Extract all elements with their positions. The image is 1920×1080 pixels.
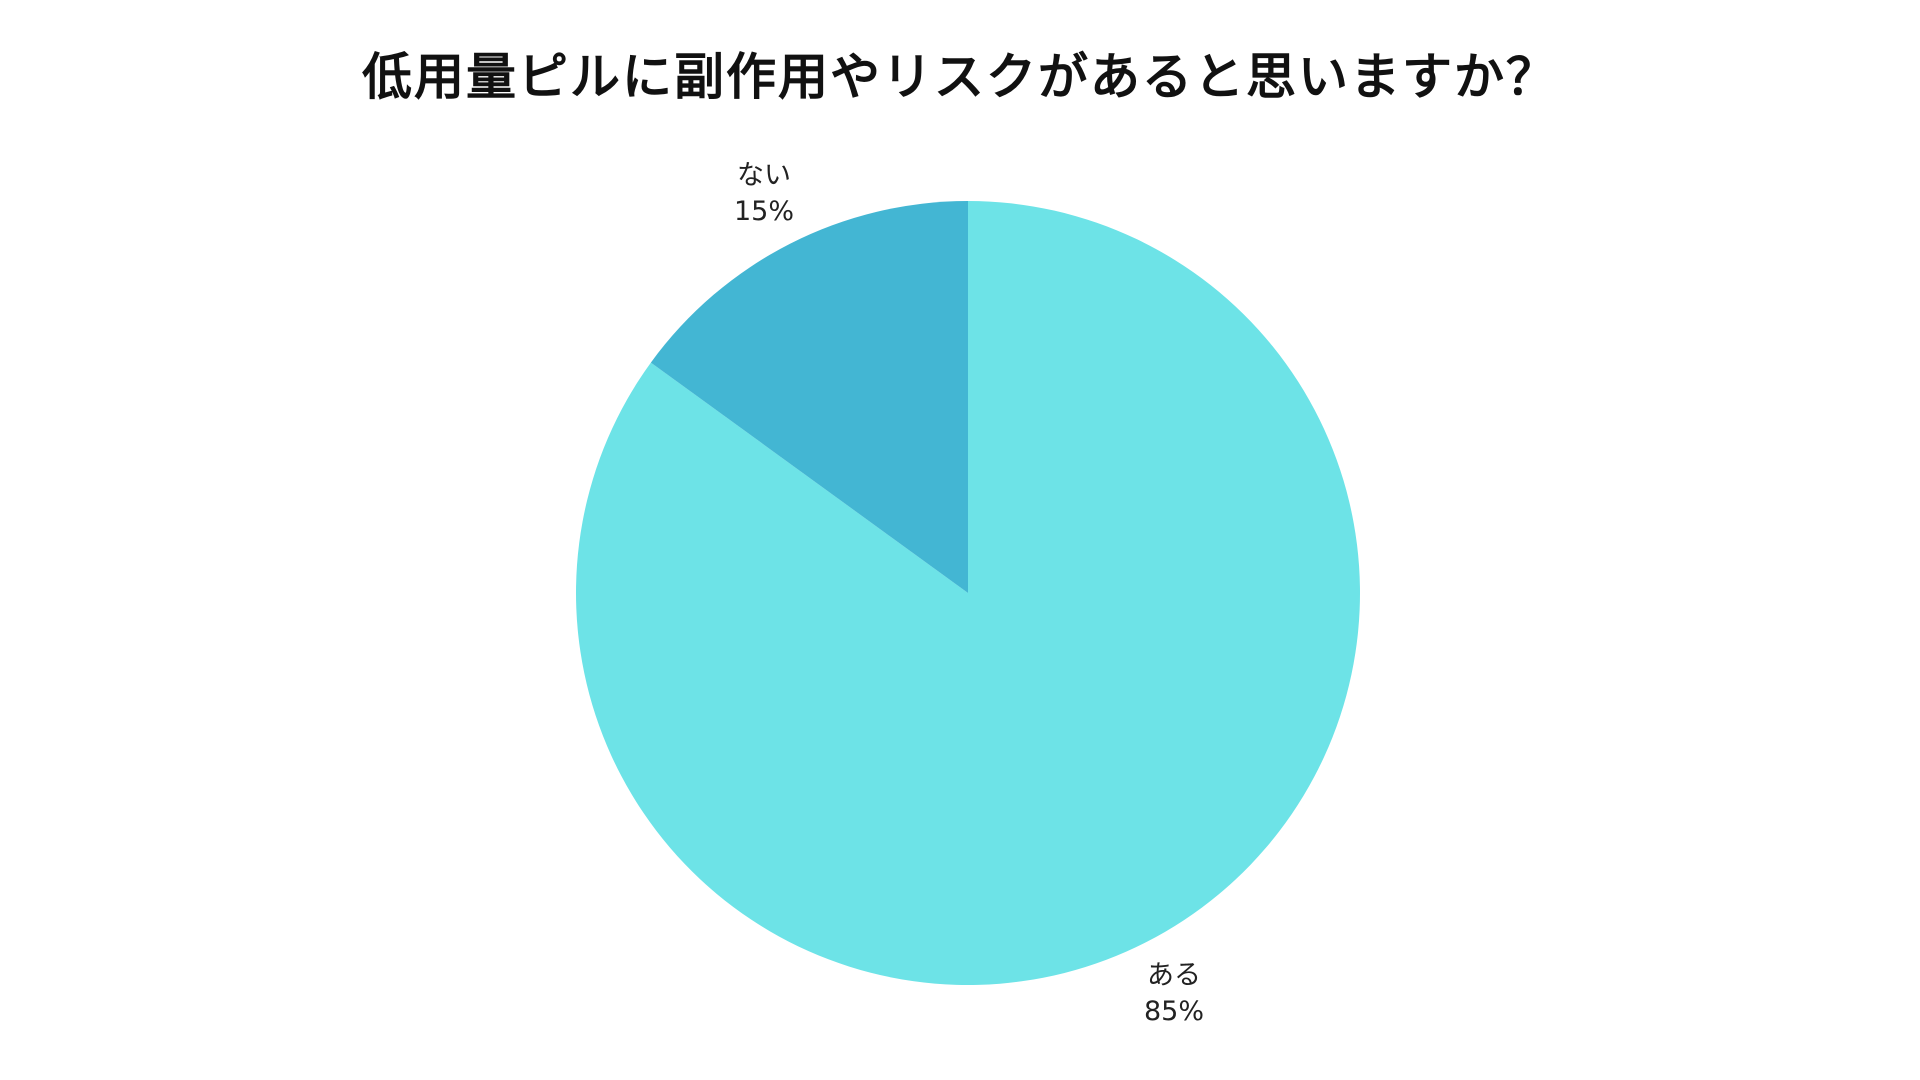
chart-title: 低用量ピルに副作用やリスクがあると思いますか？ <box>362 48 1558 106</box>
slice-percent: 15% <box>733 196 794 227</box>
slice-nai <box>650 201 968 593</box>
slice-label-aru: ある 85% <box>1104 958 1244 1030</box>
slice-name: ある <box>1147 960 1201 991</box>
slice-aru <box>576 201 1361 985</box>
slice-percent: 85% <box>1143 996 1204 1027</box>
slice-name: ない <box>737 160 791 191</box>
slice-label-nai: ない 15% <box>694 158 834 230</box>
